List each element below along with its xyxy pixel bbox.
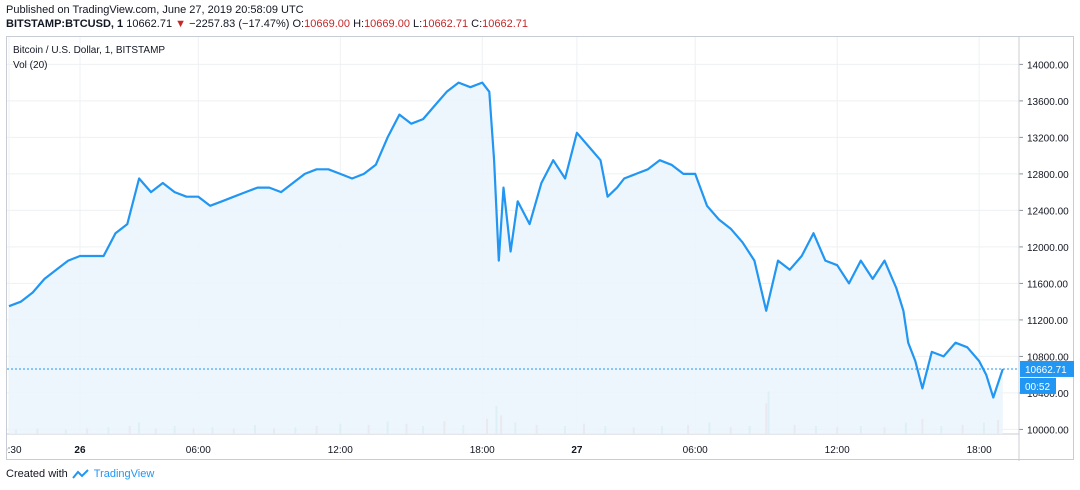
volume-indicator-label: Vol (20) [13,60,47,71]
x-tick-label: 12:00 [825,445,850,456]
price-chart[interactable]: 14000.00 13600.00 13200.00 12800.00 12400.00… [7,37,1075,461]
close-label: C: [471,18,483,30]
y-tick-label: 11200.00 [1027,316,1068,327]
x-tick-label: 06:00 [186,445,211,456]
y-tick-label: 10400.00 [1027,389,1069,400]
last-price-badge [1020,360,1074,377]
price-line [8,81,1004,399]
y-tick-label: 10800.00 [1027,352,1069,363]
price-area [9,82,1003,434]
x-tick-label: 27 [571,445,583,456]
chart-title: Bitcoin / U.S. Dollar, 1, BITSTAMP [13,45,165,56]
open-value: 10669.00 [304,18,350,30]
y-tick-label: 12000.00 [1027,243,1069,254]
last-price: 10662.71 [126,18,173,30]
symbol-info-bar: BITSTAMP:BTCUSD, 1 10662.71 ▼ −2257.83 (… [6,18,528,30]
y-tick-label: 11600.00 [1027,279,1068,290]
down-arrow-icon: ▼ [175,18,187,30]
tradingview-brand[interactable]: TradingView [93,468,155,480]
high-label: H: [353,18,365,30]
x-tick-label: 18:00 [967,445,992,456]
tradingview-logo-icon [71,469,89,479]
footer: Created with TradingView [6,468,154,480]
x-tick-label: 12:00 [328,445,353,456]
y-tick-label: 13600.00 [1027,97,1069,108]
low-value: 10662.71 [422,18,469,30]
high-value: 10669.00 [364,18,410,30]
y-tick-label: 12800.00 [1027,170,1069,181]
countdown-badge [1020,377,1056,394]
x-tick-label: 26 [74,445,86,456]
last-price-label: 10662.71 [1025,365,1067,376]
x-tick-label: 20:30 [7,445,22,456]
price-change: −2257.83 (−17.47%) [189,18,290,30]
low-label: L: [413,18,423,30]
x-tick-label: 06:00 [683,445,708,456]
chart-panel[interactable]: 14000.00 13600.00 13200.00 12800.00 12400.00… [6,36,1075,461]
y-tick-label: 10000.00 [1027,425,1069,436]
open-label: O: [292,18,305,30]
published-line: Published on TradingView.com, June 27, 2… [6,4,304,16]
x-tick-label: 18:00 [470,445,495,456]
close-value: 10662.71 [482,18,529,30]
y-tick-label: 14000.00 [1027,60,1069,71]
countdown-label: 00:52 [1025,382,1050,393]
y-tick-label: 13200.00 [1027,133,1069,144]
symbol[interactable]: BITSTAMP:BTCUSD, 1 [6,18,124,30]
created-with-label: Created with [6,468,68,480]
y-tick-label: 12400.00 [1027,206,1069,217]
